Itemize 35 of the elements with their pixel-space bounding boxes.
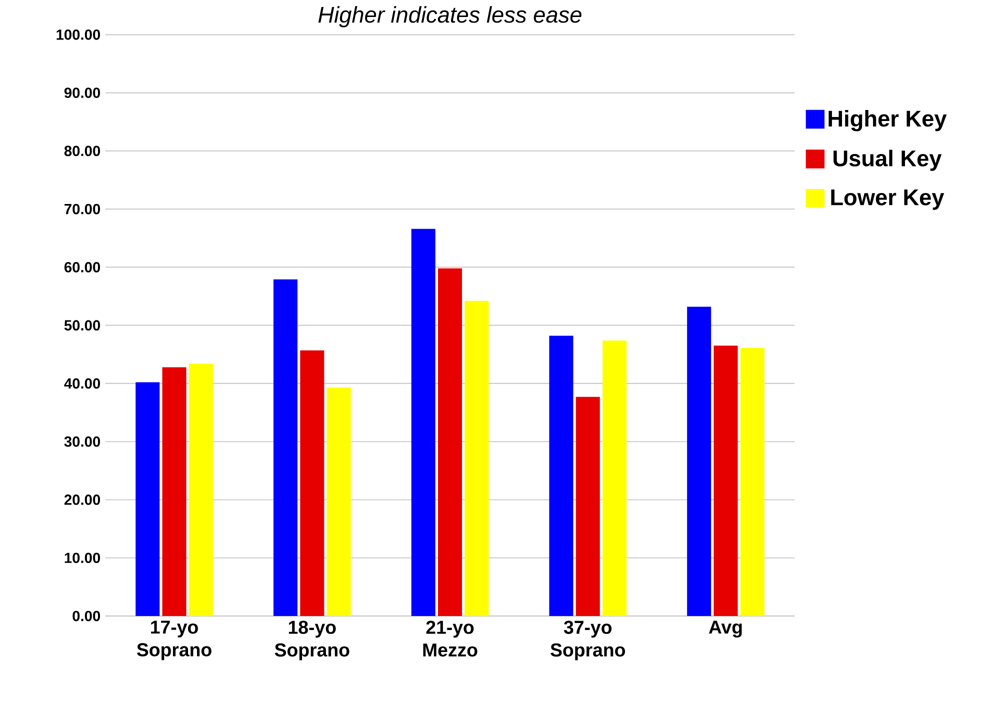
bar [326, 388, 351, 616]
y-tick-label: 90.00 [64, 88, 100, 98]
bar [740, 348, 764, 616]
y-tick-label: 30.00 [64, 436, 100, 447]
bar [438, 268, 462, 616]
y-tick-label: 80.00 [64, 146, 100, 156]
x-tick-label: Avg [708, 620, 742, 638]
bar [687, 306, 712, 616]
legend-label: Higher Key [828, 110, 947, 132]
bar [464, 300, 489, 616]
x-tick-label: 17-yo Soprano [136, 620, 212, 660]
bar [300, 350, 324, 616]
bar [602, 340, 627, 616]
bar [549, 336, 574, 616]
bar [576, 396, 600, 616]
bar [188, 364, 213, 616]
x-tick-label: 18-yo Soprano [274, 620, 350, 660]
y-tick-label: 50.00 [64, 320, 100, 331]
bar [136, 382, 160, 616]
x-tick-label: 37-yo Soprano [550, 620, 626, 660]
y-tick-label: 60.00 [64, 262, 100, 272]
chart-subtitle: Higher indicates less ease [318, 6, 582, 28]
bar [714, 346, 738, 616]
legend-label: Lower Key [831, 190, 944, 210]
y-tick-label: 40.00 [64, 378, 100, 389]
legend-label: Usual Key [834, 150, 942, 171]
bar [273, 279, 298, 616]
y-tick-label: 20.00 [64, 494, 100, 505]
y-tick-label: 0.00 [72, 610, 100, 622]
bar [162, 367, 186, 616]
y-tick-label: 70.00 [64, 204, 100, 214]
bar [411, 228, 436, 616]
x-tick-label: 21-yo Mezzo [423, 620, 478, 657]
y-tick-label: 10.00 [64, 552, 100, 564]
y-tick-label: 100.00 [56, 29, 100, 40]
